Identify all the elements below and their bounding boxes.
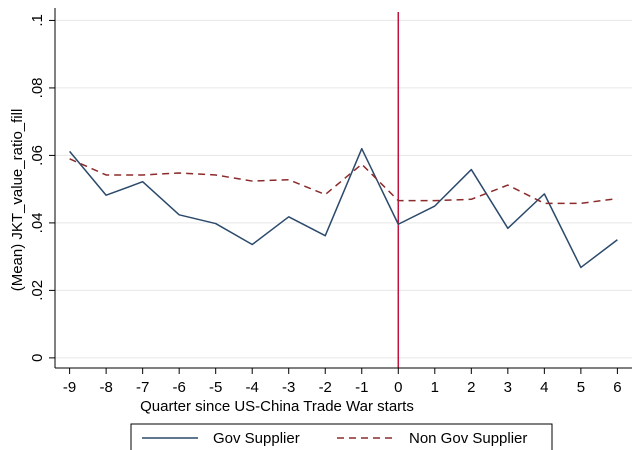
x-tick-label: -5	[209, 379, 222, 396]
y-axis-title: (Mean) JKT_value_ratio_fill	[9, 109, 26, 292]
x-tick-label: -7	[136, 379, 149, 396]
x-tick-label: -4	[246, 379, 259, 396]
y-tick-label: .04	[29, 212, 46, 233]
legend-box	[130, 423, 553, 450]
grid-lines	[55, 19, 632, 359]
x-axis-title: Quarter since US-China Trade War starts	[140, 398, 414, 415]
x-tick-label: 3	[504, 379, 512, 396]
series-line-non-gov-supplier	[69, 158, 618, 205]
x-tick-label: 4	[540, 379, 548, 396]
y-tick-label: .1	[29, 14, 46, 27]
legend-label: Non Gov Supplier	[409, 430, 527, 447]
legend-label: Gov Supplier	[213, 430, 300, 447]
x-tick-label: 6	[613, 379, 621, 396]
axes	[49, 8, 632, 374]
y-tick-label: 0	[29, 354, 46, 362]
x-tick-label: -3	[282, 379, 295, 396]
series-line-gov-supplier	[69, 147, 618, 269]
legend: Gov Supplier Non Gov Supplier	[130, 423, 553, 450]
x-tick-label: -6	[172, 379, 185, 396]
x-tick-label: -8	[99, 379, 112, 396]
x-tick-label: 2	[467, 379, 475, 396]
x-tick-label: 1	[431, 379, 439, 396]
series-lines	[69, 147, 618, 269]
x-tick-label: -9	[63, 379, 76, 396]
y-tick-label: .06	[29, 145, 46, 166]
y-tick-label: .02	[29, 280, 46, 301]
x-tick-label: -2	[319, 379, 332, 396]
x-tick-label: -1	[355, 379, 368, 396]
x-tick-label: 0	[394, 379, 402, 396]
x-tick-label: 5	[577, 379, 585, 396]
y-tick-labels: 0 .02 .04 .06 .08 .1	[29, 14, 46, 362]
y-tick-label: .08	[29, 77, 46, 98]
x-tick-labels: -9 -8 -7 -6 -5 -4 -3 -2 -1 0 1 2 3 4 5 6	[63, 379, 622, 396]
